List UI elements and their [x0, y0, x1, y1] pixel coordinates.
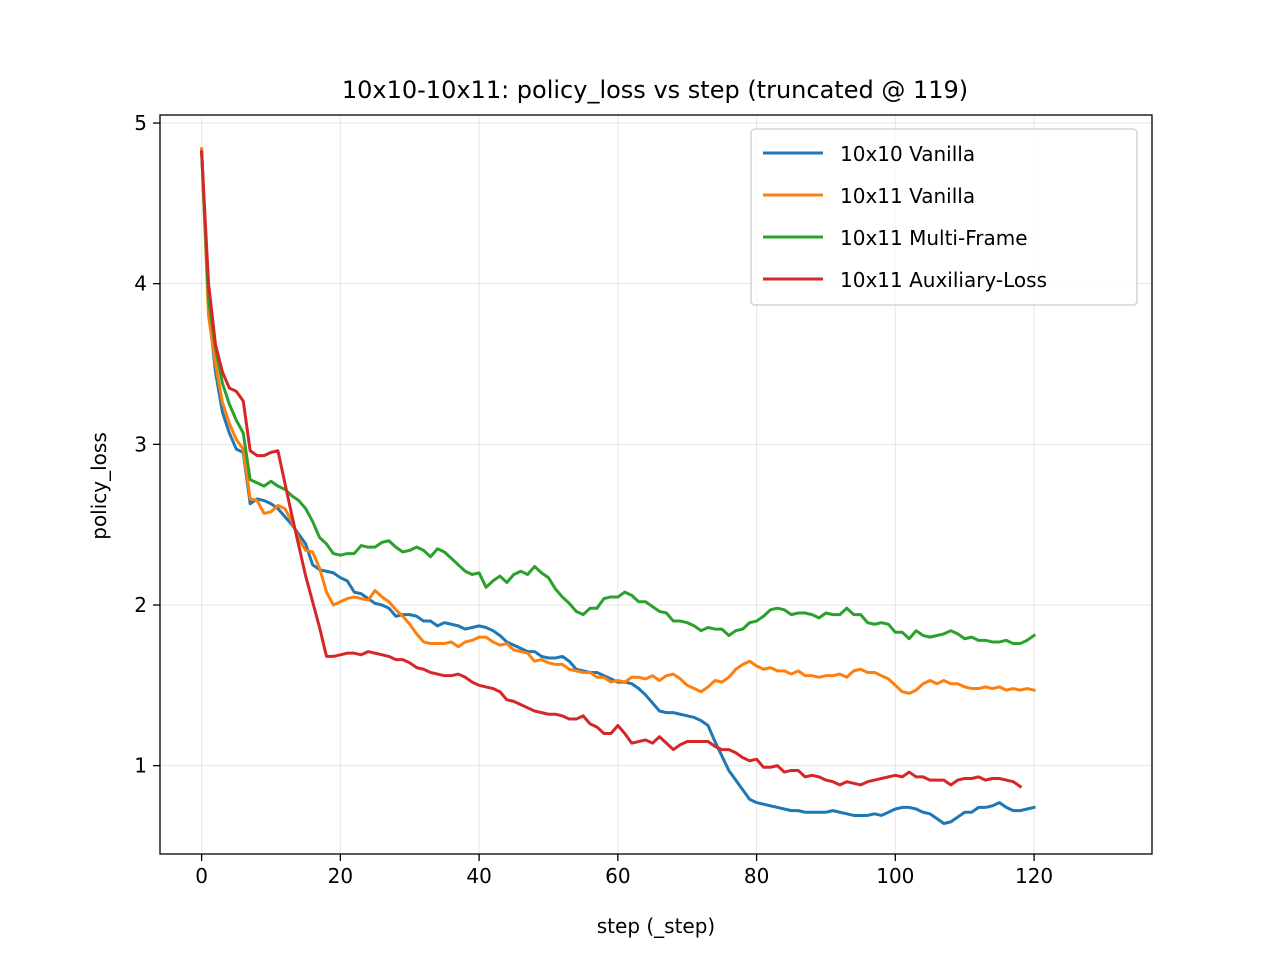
- series-line-1: [200, 148, 1036, 825]
- y-axis-label: policy_loss: [87, 432, 111, 540]
- chart-title: 10x10-10x11: policy_loss vs step (trunca…: [342, 76, 968, 104]
- y-axis: 1 2 3 4 5: [134, 111, 160, 778]
- y-tick-label: 5: [134, 111, 147, 135]
- x-tick-label: 120: [1015, 864, 1053, 888]
- y-tick-label: 4: [134, 272, 147, 296]
- x-tick-label: 40: [466, 864, 491, 888]
- plot-frame: [159, 114, 1153, 855]
- y-tick-label: 1: [134, 754, 147, 778]
- legend-frame: [750, 128, 1138, 306]
- legend-label-4: 10x11 Auxiliary-Loss: [840, 268, 1047, 292]
- y-tick-label: 3: [134, 432, 147, 456]
- x-tick-label: 60: [605, 864, 630, 888]
- x-axis-label: step (_step): [597, 914, 716, 938]
- x-axis: 0 20 40 60 80 100 120: [195, 854, 1053, 888]
- series-line-4: [200, 150, 1023, 789]
- x-tick-label: 100: [876, 864, 914, 888]
- series-line-3: [200, 150, 1037, 646]
- x-tick-label: 80: [744, 864, 769, 888]
- x-tick-label: 0: [195, 864, 208, 888]
- y-tick-label: 2: [134, 593, 147, 617]
- legend-label-3: 10x11 Multi-Frame: [840, 226, 1028, 250]
- legend: 10x10 Vanilla 10x11 Vanilla 10x11 Multi-Fr…: [750, 128, 1138, 306]
- series-line-2: [200, 147, 1036, 695]
- legend-label-1: 10x10 Vanilla: [840, 142, 975, 166]
- x-tick-label: 20: [328, 864, 353, 888]
- legend-label-2: 10x11 Vanilla: [840, 184, 975, 208]
- series-group: [200, 147, 1037, 825]
